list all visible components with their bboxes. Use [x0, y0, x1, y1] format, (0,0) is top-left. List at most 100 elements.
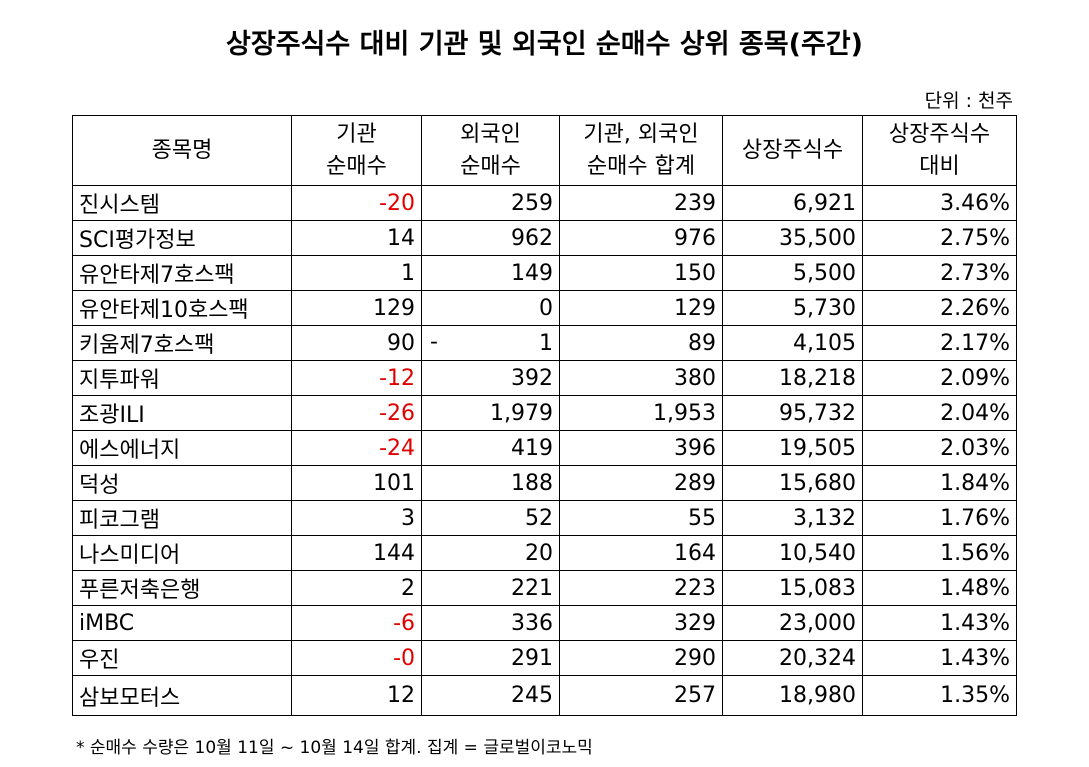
table-row: 키움제7호스팩 90 -1 89 4,105 2.17% — [72, 325, 1017, 361]
header-ratio: 상장주식수 대비 — [862, 115, 1017, 186]
unit-label: 단위 : 천주 — [924, 90, 1013, 112]
cell-sum: 164 — [559, 535, 723, 571]
cell-name: SCI평가정보 — [72, 220, 292, 256]
cell-ratio: 1.43% — [862, 640, 1017, 676]
cell-sum: 257 — [559, 675, 723, 716]
cell-foreign: 336 — [421, 605, 560, 641]
cell-inst: 14 — [291, 220, 422, 256]
cell-listed: 18,218 — [722, 360, 863, 396]
cell-listed: 18,980 — [722, 675, 863, 716]
cell-foreign: -1 — [421, 325, 560, 361]
cell-foreign: 188 — [421, 465, 560, 501]
cell-sum: 239 — [559, 185, 723, 221]
cell-foreign: 221 — [421, 570, 560, 606]
cell-inst: -6 — [291, 605, 422, 641]
cell-inst: 2 — [291, 570, 422, 606]
table-row: 유안타제7호스팩 1 149 150 5,500 2.73% — [72, 255, 1017, 291]
cell-sum: 129 — [559, 290, 723, 326]
table-row: 조광ILI -26 1,979 1,953 95,732 2.04% — [72, 395, 1017, 431]
cell-ratio: 1.35% — [862, 675, 1017, 716]
dash-mark: - — [430, 329, 438, 355]
cell-name: 나스미디어 — [72, 535, 292, 571]
table-row: 푸른저축은행 2 221 223 15,083 1.48% — [72, 570, 1017, 606]
cell-listed: 20,324 — [722, 640, 863, 676]
cell-inst: -20 — [291, 185, 422, 221]
cell-name: 에스에너지 — [72, 430, 292, 466]
cell-name: 피코그램 — [72, 500, 292, 536]
cell-foreign: 52 — [421, 500, 560, 536]
cell-ratio: 2.09% — [862, 360, 1017, 396]
cell-ratio: 2.04% — [862, 395, 1017, 431]
cell-name: 푸른저축은행 — [72, 570, 292, 606]
header-inst-net-buy: 기관 순매수 — [291, 115, 422, 186]
cell-ratio: 2.75% — [862, 220, 1017, 256]
cell-listed: 15,083 — [722, 570, 863, 606]
header-combined-net-buy: 기관, 외국인 순매수 합계 — [559, 115, 723, 186]
net-buy-table: 종목명 기관 순매수 외국인 순매수 기관, 외국인 순매수 합계 상장주식수 상장주… — [72, 115, 1017, 716]
cell-inst: 144 — [291, 535, 422, 571]
table-row: iMBC -6 336 329 23,000 1.43% — [72, 605, 1017, 641]
cell-name: 덕성 — [72, 465, 292, 501]
page-title: 상장주식수 대비 기관 및 외국인 순매수 상위 종목(주간) — [226, 29, 863, 60]
cell-name: 삼보모터스 — [72, 675, 292, 716]
cell-foreign: 1,979 — [421, 395, 560, 431]
cell-ratio: 3.46% — [862, 185, 1017, 221]
table-row: 에스에너지 -24 419 396 19,505 2.03% — [72, 430, 1017, 466]
cell-name: 유안타제10호스팩 — [72, 290, 292, 326]
cell-foreign: 392 — [421, 360, 560, 396]
cell-inst: -0 — [291, 640, 422, 676]
cell-ratio: 2.03% — [862, 430, 1017, 466]
cell-foreign: 20 — [421, 535, 560, 571]
cell-foreign: 149 — [421, 255, 560, 291]
cell-listed: 5,730 — [722, 290, 863, 326]
cell-name: 우진 — [72, 640, 292, 676]
header-foreign-net-buy: 외국인 순매수 — [421, 115, 560, 186]
cell-ratio: 2.17% — [862, 325, 1017, 361]
cell-ratio: 1.84% — [862, 465, 1017, 501]
cell-foreign: 259 — [421, 185, 560, 221]
cell-listed: 10,540 — [722, 535, 863, 571]
cell-ratio: 1.76% — [862, 500, 1017, 536]
cell-inst: -24 — [291, 430, 422, 466]
table-row: 나스미디어 144 20 164 10,540 1.56% — [72, 535, 1017, 571]
cell-inst: 1 — [291, 255, 422, 291]
cell-name: 지투파워 — [72, 360, 292, 396]
cell-sum: 223 — [559, 570, 723, 606]
cell-listed: 95,732 — [722, 395, 863, 431]
cell-listed: 19,505 — [722, 430, 863, 466]
cell-name: 유안타제7호스팩 — [72, 255, 292, 291]
header-name: 종목명 — [72, 115, 292, 186]
cell-foreign: 245 — [421, 675, 560, 716]
cell-sum: 89 — [559, 325, 723, 361]
table-row: 진시스템 -20 259 239 6,921 3.46% — [72, 185, 1017, 221]
cell-sum: 1,953 — [559, 395, 723, 431]
table-row: 삼보모터스 12 245 257 18,980 1.35% — [72, 675, 1017, 716]
table-row: 우진 -0 291 290 20,324 1.43% — [72, 640, 1017, 676]
cell-ratio: 1.48% — [862, 570, 1017, 606]
cell-sum: 55 — [559, 500, 723, 536]
cell-inst: 101 — [291, 465, 422, 501]
table-row: 유안타제10호스팩 129 0 129 5,730 2.26% — [72, 290, 1017, 326]
cell-listed: 23,000 — [722, 605, 863, 641]
table-row: SCI평가정보 14 962 976 35,500 2.75% — [72, 220, 1017, 256]
cell-listed: 3,132 — [722, 500, 863, 536]
table-row: 덕성 101 188 289 15,680 1.84% — [72, 465, 1017, 501]
cell-sum: 380 — [559, 360, 723, 396]
cell-foreign: 962 — [421, 220, 560, 256]
cell-listed: 4,105 — [722, 325, 863, 361]
cell-inst: 129 — [291, 290, 422, 326]
cell-sum: 329 — [559, 605, 723, 641]
cell-name: 조광ILI — [72, 395, 292, 431]
cell-listed: 5,500 — [722, 255, 863, 291]
cell-sum: 289 — [559, 465, 723, 501]
cell-foreign: 0 — [421, 290, 560, 326]
cell-sum: 290 — [559, 640, 723, 676]
cell-inst: -12 — [291, 360, 422, 396]
cell-inst: 12 — [291, 675, 422, 716]
cell-ratio: 1.43% — [862, 605, 1017, 641]
cell-sum: 976 — [559, 220, 723, 256]
cell-name: 키움제7호스팩 — [72, 325, 292, 361]
cell-ratio: 2.73% — [862, 255, 1017, 291]
header-listed-shares: 상장주식수 — [722, 115, 863, 186]
cell-listed: 6,921 — [722, 185, 863, 221]
